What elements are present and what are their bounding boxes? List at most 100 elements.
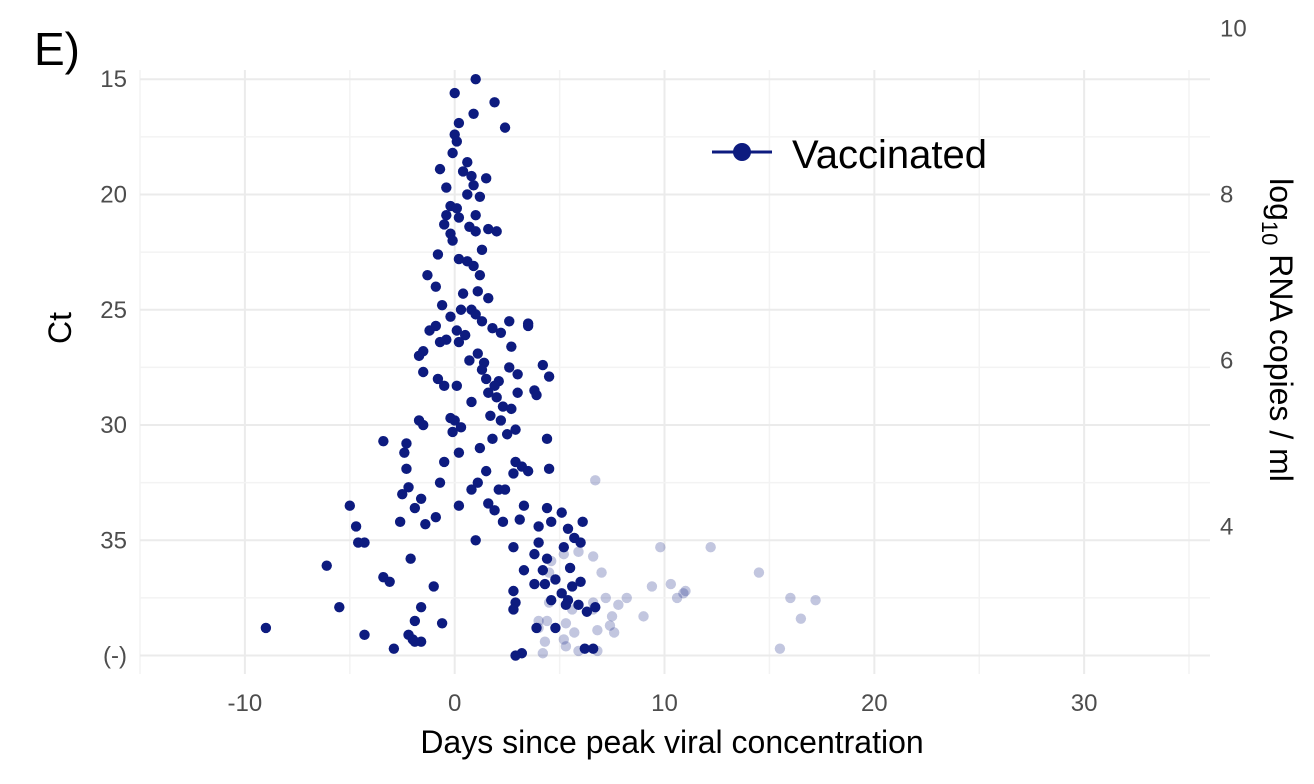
data-point <box>472 477 483 488</box>
data-point <box>434 336 446 348</box>
data-point <box>405 553 416 564</box>
data-point-faded <box>655 542 666 553</box>
data-points <box>260 74 821 661</box>
data-point <box>590 601 601 613</box>
data-point <box>506 403 517 415</box>
data-point-faded <box>560 641 572 652</box>
x-tick-label: 0 <box>448 690 461 717</box>
data-point <box>457 288 469 299</box>
data-point <box>579 643 590 654</box>
data-point <box>453 212 465 223</box>
data-point <box>522 320 534 332</box>
data-point <box>499 122 511 133</box>
x-tick-label: 10 <box>651 690 678 717</box>
data-point <box>451 325 463 336</box>
data-point <box>566 581 578 592</box>
y2-tick-label: 6 <box>1220 347 1233 374</box>
data-point <box>489 97 500 108</box>
data-point <box>441 210 452 221</box>
data-point-faded <box>541 615 553 627</box>
data-point-faded <box>774 643 786 654</box>
secondary-y-axis-ticks: 10 8 6 4 <box>1220 16 1247 541</box>
data-point <box>451 136 463 147</box>
y-axis-title: Ct <box>42 312 78 344</box>
data-point <box>522 465 534 477</box>
data-point <box>434 163 446 175</box>
data-point <box>497 516 509 528</box>
data-point <box>501 429 513 440</box>
data-point <box>508 604 519 615</box>
data-point <box>403 482 414 493</box>
data-point <box>384 576 395 587</box>
data-point <box>531 389 542 401</box>
data-point <box>504 362 515 373</box>
data-point <box>462 157 473 168</box>
data-point <box>474 269 486 281</box>
data-point-faded <box>569 627 580 638</box>
data-point <box>556 588 567 599</box>
data-point <box>449 87 460 99</box>
data-point <box>476 364 488 375</box>
data-point <box>581 606 593 617</box>
legend-marker <box>733 143 751 161</box>
data-point <box>439 456 450 468</box>
data-point <box>439 219 450 230</box>
data-point <box>506 341 517 352</box>
data-point <box>453 253 465 265</box>
data-point <box>453 117 465 129</box>
data-point <box>508 585 519 597</box>
data-point <box>573 599 584 611</box>
data-point <box>491 226 502 237</box>
y-tick-label: (-) <box>103 643 127 670</box>
data-point-faded <box>539 636 551 647</box>
data-point <box>541 502 553 514</box>
data-point <box>401 463 412 475</box>
y-tick-label: 35 <box>100 527 127 554</box>
data-point <box>260 622 272 634</box>
data-point <box>459 329 471 341</box>
data-point-faded <box>680 585 691 597</box>
data-point <box>359 537 370 548</box>
data-point <box>418 366 429 378</box>
data-point-faded <box>600 592 611 604</box>
data-point-faded <box>537 648 549 659</box>
x-axis-ticks: -10 0 10 20 30 <box>228 690 1098 717</box>
data-point-faded <box>638 611 649 622</box>
data-point-faded <box>558 634 570 645</box>
y-tick-label: 25 <box>100 297 127 324</box>
data-point <box>420 518 431 530</box>
data-point-faded <box>795 613 807 624</box>
data-point <box>447 426 458 438</box>
svg-text:log10 RNA copies / ml: log10 RNA copies / ml <box>1257 178 1299 482</box>
x-tick-label: 30 <box>1071 690 1098 717</box>
data-point <box>378 435 389 447</box>
data-point <box>495 327 507 339</box>
data-point <box>472 286 483 297</box>
data-point <box>399 447 410 458</box>
data-point <box>529 548 540 560</box>
data-point <box>424 325 435 336</box>
data-point-faded <box>810 595 821 606</box>
data-point <box>432 373 444 385</box>
data-point-faded <box>592 624 603 636</box>
secondary-y-axis-title: log10 RNA copies / ml <box>1257 178 1299 482</box>
data-point <box>497 401 509 412</box>
data-point <box>587 643 599 654</box>
data-point-faded <box>785 592 796 604</box>
data-point <box>518 500 530 511</box>
data-point <box>388 643 400 654</box>
data-point-faded <box>646 581 658 592</box>
data-point <box>487 322 498 334</box>
data-point <box>344 500 356 511</box>
data-point <box>466 170 477 182</box>
data-point <box>537 565 549 576</box>
data-point <box>422 269 433 281</box>
data-point <box>529 578 540 590</box>
data-point <box>470 74 481 85</box>
data-point <box>436 299 448 311</box>
x-tick-label: -10 <box>228 690 263 717</box>
data-point-faded <box>608 627 620 638</box>
data-point <box>546 516 557 528</box>
data-point <box>514 514 525 525</box>
data-point-faded <box>587 551 599 562</box>
